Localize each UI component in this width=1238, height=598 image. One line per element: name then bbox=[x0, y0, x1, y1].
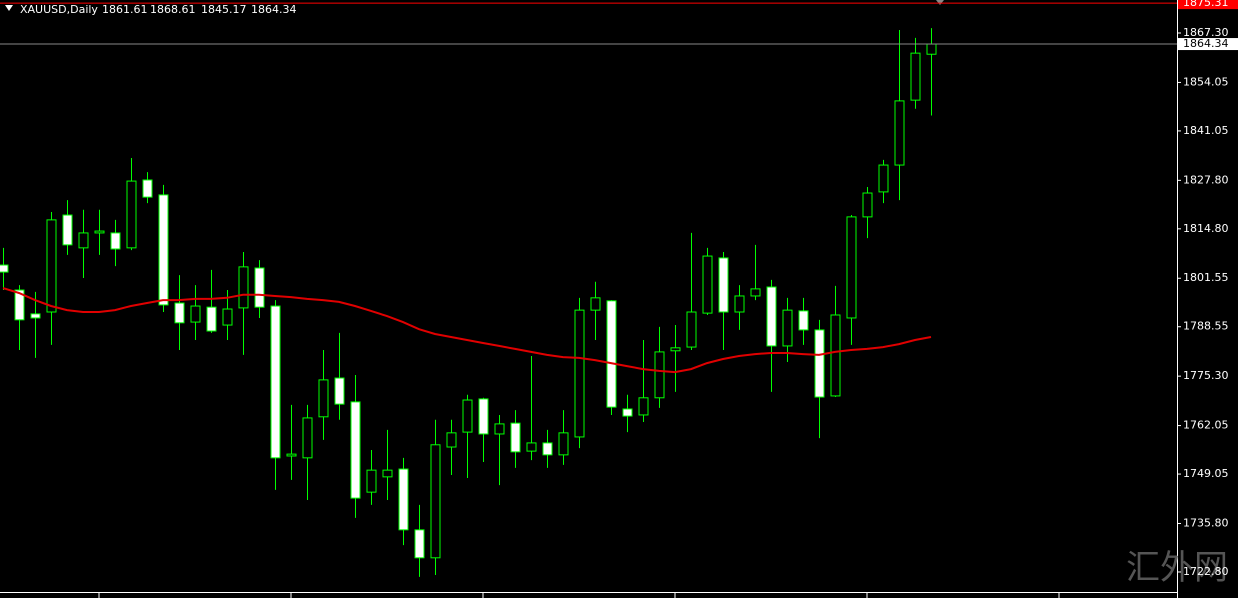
header-high: 1868.61 bbox=[150, 3, 196, 16]
watermark: 汇外网 bbox=[1126, 548, 1228, 588]
candle-body bbox=[78, 232, 89, 249]
candle-body bbox=[110, 232, 121, 250]
candle-body bbox=[542, 442, 553, 456]
candle-body bbox=[654, 351, 665, 399]
candle-body bbox=[126, 180, 137, 249]
candle-body bbox=[558, 432, 569, 456]
y-tick-label: 1749.05 bbox=[1183, 467, 1229, 480]
candle-body bbox=[414, 529, 425, 559]
candle-body bbox=[398, 468, 409, 531]
marker bbox=[936, 0, 944, 5]
y-tick-label: 1722.80 bbox=[1183, 565, 1229, 578]
hline-label-box bbox=[1178, 0, 1238, 10]
candle-body bbox=[46, 219, 57, 313]
candle-body bbox=[318, 379, 329, 418]
candle-body bbox=[718, 257, 729, 313]
candle-body bbox=[766, 286, 777, 347]
candle-body bbox=[686, 311, 697, 348]
candle-body bbox=[462, 399, 473, 433]
candle-body bbox=[286, 453, 297, 457]
candle-body bbox=[430, 444, 441, 559]
candle-body bbox=[14, 289, 25, 321]
candle-body bbox=[0, 264, 9, 273]
candle-body bbox=[334, 377, 345, 405]
y-tick-label: 1867.30 bbox=[1183, 26, 1229, 39]
y-tick-label: 1788.55 bbox=[1183, 320, 1229, 333]
candle-body bbox=[158, 194, 169, 306]
candle-body bbox=[62, 214, 73, 246]
moving-average bbox=[2, 287, 932, 374]
candle-body bbox=[190, 305, 201, 323]
candle-body bbox=[238, 266, 249, 309]
candle-body bbox=[510, 422, 521, 453]
candle-body bbox=[270, 305, 281, 459]
y-tick-label: 1827.80 bbox=[1183, 173, 1229, 186]
candle-body bbox=[366, 469, 377, 493]
y-tick-label: 1762.05 bbox=[1183, 419, 1229, 432]
y-tick-label: 1814.80 bbox=[1183, 222, 1229, 235]
chart-title: XAUUSD,Daily bbox=[20, 3, 98, 16]
candle-body bbox=[702, 255, 713, 314]
header-close: 1864.34 bbox=[251, 3, 297, 16]
header-open: 1861.61 bbox=[102, 3, 148, 16]
candle-body bbox=[846, 216, 857, 319]
candle-body bbox=[446, 432, 457, 448]
candle-body bbox=[622, 408, 633, 417]
menu-arrow bbox=[5, 5, 13, 11]
candle-body bbox=[254, 267, 265, 308]
hline-label: 1875.31 bbox=[1183, 0, 1229, 9]
y-tick-label: 1854.05 bbox=[1183, 75, 1229, 88]
candle-body bbox=[526, 442, 537, 452]
candle-body bbox=[670, 347, 681, 352]
y-tick-label: 1775.30 bbox=[1183, 369, 1229, 382]
candle-body bbox=[222, 308, 233, 326]
y-tick-label: 1841.05 bbox=[1183, 124, 1229, 137]
candle-body bbox=[302, 417, 313, 459]
header-low: 1845.17 bbox=[201, 3, 247, 16]
candle-body bbox=[174, 302, 185, 324]
candle-body bbox=[478, 398, 489, 435]
candle-body bbox=[830, 314, 841, 397]
candle-body bbox=[606, 300, 617, 408]
y-tick-label: 1801.55 bbox=[1183, 271, 1229, 284]
candle-body bbox=[734, 295, 745, 313]
y-tick-label: 1735.80 bbox=[1183, 516, 1229, 529]
candle-body bbox=[782, 309, 793, 347]
candle-body bbox=[878, 164, 889, 193]
candle-body bbox=[638, 397, 649, 416]
candle-body bbox=[206, 306, 217, 332]
candle-body bbox=[30, 313, 41, 319]
candle-body bbox=[894, 100, 905, 166]
candle-body bbox=[590, 297, 601, 311]
candle-body bbox=[814, 329, 825, 398]
candle-body bbox=[94, 230, 105, 234]
candle-body bbox=[750, 288, 761, 297]
candle-body bbox=[862, 192, 873, 218]
candle-body bbox=[494, 423, 505, 435]
candle-body bbox=[798, 310, 809, 331]
candle-body bbox=[926, 43, 937, 55]
candle-body bbox=[910, 52, 921, 101]
candle-body bbox=[382, 469, 393, 478]
candle-body bbox=[574, 309, 585, 438]
candle-body bbox=[350, 401, 361, 499]
header: XAUUSD,Daily 1861.61 1868.61 1845.17 186… bbox=[20, 3, 297, 16]
bid-label: 1864.34 bbox=[1183, 37, 1229, 50]
bid-label-box bbox=[1178, 38, 1238, 51]
candle-body bbox=[142, 179, 153, 198]
